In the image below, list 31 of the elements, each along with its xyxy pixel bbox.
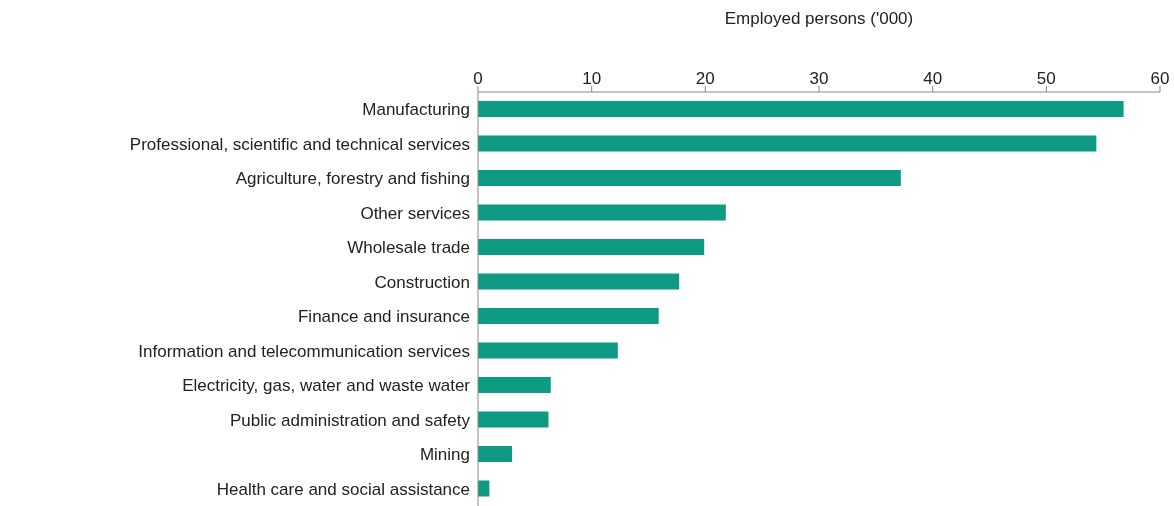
y-tick-label: Information and telecommunication services (138, 341, 470, 361)
bar (478, 239, 705, 255)
y-tick-label: Professional, scientific and technical services (129, 134, 470, 154)
y-tick-label: Construction (374, 272, 470, 292)
bar (478, 273, 680, 290)
y-tick-label: Electricity, gas, water and waste water (182, 376, 471, 396)
x-tick-label: 20 (695, 69, 715, 88)
y-tick-label: Other services (360, 203, 470, 223)
x-axis-title: Employed persons ('000) (724, 9, 914, 28)
y-tick-label: Mining (419, 445, 470, 465)
y-tick-label: Manufacturing (362, 100, 470, 120)
y-tick-label: Wholesale trade (347, 238, 470, 258)
y-tick-label: Public administration and safety (229, 410, 471, 430)
x-tick-label: 0 (473, 69, 483, 88)
y-tick-label: Finance and insurance (297, 307, 470, 327)
x-tick-label: 40 (923, 69, 943, 88)
x-tick-label: 10 (582, 69, 602, 88)
bar (478, 101, 1124, 117)
bar (478, 446, 513, 462)
bar (478, 204, 726, 221)
x-tick-label: 30 (809, 69, 829, 88)
x-tick-label: 50 (1036, 69, 1056, 88)
y-tick-label: Health care and social assistance (216, 479, 470, 499)
bar (478, 342, 618, 359)
bar (478, 170, 901, 186)
bar (478, 308, 659, 324)
bar (478, 135, 1097, 152)
x-tick-label: 60 (1150, 69, 1170, 88)
y-tick-label: Agriculture, forestry and fishing (235, 169, 470, 189)
bar (478, 377, 551, 393)
bar (478, 411, 549, 428)
